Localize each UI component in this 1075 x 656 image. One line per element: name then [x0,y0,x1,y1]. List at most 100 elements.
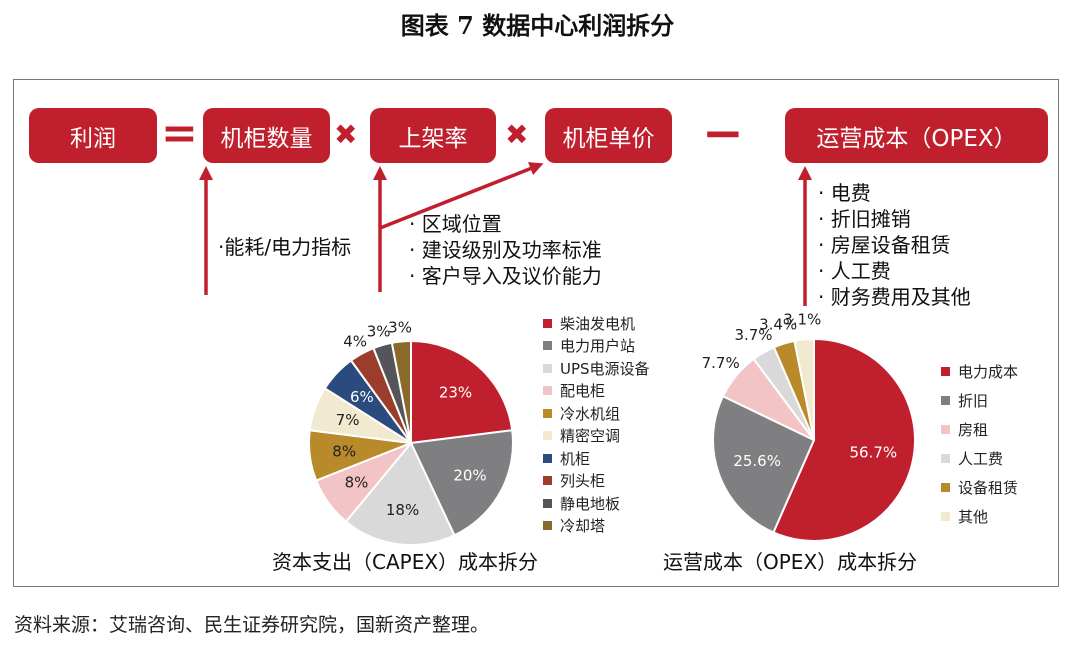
minus-sign: − [702,104,744,162]
pie-slice-1 [409,429,514,537]
factor-item: · 电费 [818,181,871,205]
legend-item: 人工费 [941,444,1018,473]
legend-label: 冷却塔 [560,517,606,536]
figure-title: 图表 7 数据中心利润拆分 [400,11,675,40]
legend-swatch [543,408,552,418]
legend-swatch [941,454,950,463]
legend-swatch [941,367,950,376]
legend-swatch [543,498,552,508]
legend-item: 冷水机组 [543,402,650,425]
legend-label: 精密空调 [560,427,621,446]
pie-label-0: 23% [439,384,472,402]
factor-item: · 房屋设备租赁 [818,233,951,257]
factor-item: · 建设级别及功率标准 [409,238,602,262]
legend-swatch [543,363,552,373]
pie-label-5: 7% [336,411,360,429]
multiply-icon: ✖ [505,118,529,151]
pie-label-1: 25.6% [733,452,781,470]
pie-label-4: 3.4% [759,315,797,333]
legend-item: 折旧 [941,386,1018,415]
profit-box: 利润 [29,108,157,163]
rack-price-box: 机柜单价 [545,108,672,163]
legend-swatch [941,396,950,405]
legend-swatch [543,318,552,328]
legend-item: 柴油发电机 [543,312,650,335]
legend-label: 冷水机组 [560,404,621,423]
capex-legend: 柴油发电机电力用户站 UPS电源设备 配电柜冷水机组精密空调机柜列头柜静电地板冷却塔 [543,312,650,537]
legend-label: 房租 [958,421,989,439]
legend-item: 精密空调 [543,425,650,448]
legend-swatch [543,521,552,531]
racks-box: 机柜数量 [203,108,330,163]
legend-item: 配电柜 [543,380,650,403]
pie-label-1: 20% [453,466,486,484]
factor-item: · 客户导入及议价能力 [409,264,602,288]
pie-label-3: 8% [345,474,369,492]
factor-item: ·能耗/电力指标 [218,235,352,259]
legend-item: 电力成本 [941,357,1018,386]
arrow-rack-price [379,162,544,230]
pie-label-0: 56.7% [849,443,897,461]
opex-factors: · 电费 · 折旧摊销 · 房屋设备租赁 · 人工费 · 财务费用及其他 [818,180,971,310]
legend-swatch [941,512,950,521]
factor-item: · 区域位置 [409,212,502,236]
legend-item: 冷却塔 [543,515,650,538]
source-note: 资料来源：艾瑞咨询、民生证券研究院，国新资产整理。 [14,614,490,636]
pie-slice-0 [772,337,916,542]
legend-label: 其他 [958,508,989,526]
legend-label: 柴油发电机 [560,314,636,333]
shared-factors: · 区域位置 · 建设级别及功率标准 · 客户导入及议价能力 [409,211,602,289]
pie-label-4: 8% [332,442,356,460]
legend-label: 列头柜 [560,472,606,491]
opex-caption: 运营成本（OPEX）成本拆分 [663,550,918,574]
legend-label: 静电地板 [560,494,621,513]
legend-swatch [543,476,552,486]
legend-swatch [941,483,950,492]
legend-label: 电力用户站 [560,337,636,356]
legend-label: 机柜 [560,449,591,468]
capex-caption: 资本支出（CAPEX）成本拆分 [272,550,539,574]
pie-slice-5 [793,337,815,441]
pie-label-2: 7.7% [702,354,740,372]
legend-item: 电力用户站 [543,335,650,358]
pie-slice-9 [390,339,412,444]
pie-slice-1 [712,394,816,534]
legend-label: 人工费 [958,450,1004,468]
legend-item: 机柜 [543,447,650,470]
legend-swatch [543,453,552,463]
legend-label: UPS电源设备 [560,359,650,378]
pie-label-7: 4% [343,332,367,350]
legend-label: 配电柜 [560,382,606,401]
opex-box: 运营成本（OPEX） [785,108,1048,163]
legend-swatch [543,386,552,396]
rack-rate-box: 上架率 [370,108,496,163]
pie-label-3: 3.7% [734,326,772,344]
legend-item: 房租 [941,415,1018,444]
legend-label: 设备租赁 [958,479,1019,497]
multiply-icon: ✖ [334,118,358,151]
pie-label-5: 3.1% [783,311,821,329]
legend-item: UPS电源设备 [543,357,650,380]
pie-label-2: 18% [386,501,419,519]
pie-label-8: 3% [367,323,391,341]
pie-slice-0 [410,339,514,445]
legend-swatch [543,431,552,441]
capex-pie-chart: 23%20%18%8%8%7%6%4%3%3% [308,319,514,546]
factor-item: · 折旧摊销 [818,207,911,231]
factor-item: · 人工费 [818,259,891,283]
opex-legend: 电力成本折旧房租人工费设备租赁其他 [941,357,1018,531]
racks-factors: ·能耗/电力指标 [218,234,351,260]
opex-pie-chart: 56.7% 25.6% 7.7% 3.7%3.4%3.1% [702,311,916,542]
legend-item: 列头柜 [543,470,650,493]
legend-label: 电力成本 [958,363,1019,381]
pie-label-6: 6% [350,388,374,406]
legend-swatch [543,341,552,351]
equals-sign: = [161,108,198,159]
legend-item: 设备租赁 [941,473,1018,502]
legend-item: 其他 [941,502,1018,531]
factor-item: · 财务费用及其他 [818,285,971,309]
legend-item: 静电地板 [543,492,650,515]
legend-label: 折旧 [958,392,989,410]
pie-slice-2 [344,441,456,546]
